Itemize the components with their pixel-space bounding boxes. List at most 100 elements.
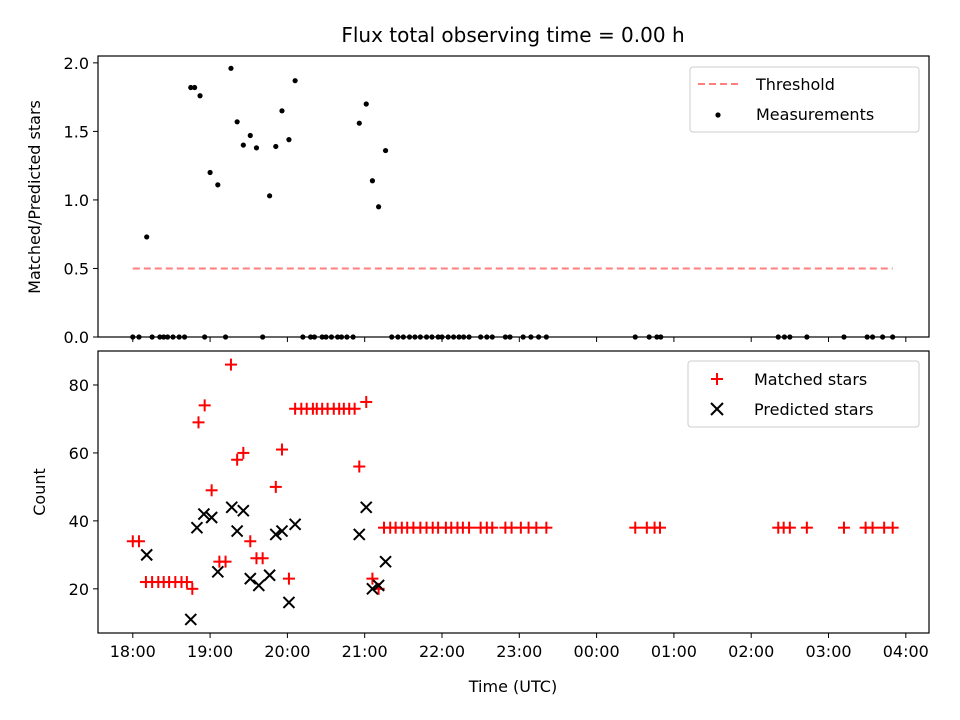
predicted-star-marker [282, 596, 296, 609]
matched-star-marker [282, 572, 295, 585]
matched-star-marker [269, 480, 282, 493]
predicted-star-marker [237, 504, 250, 517]
predicted-star-marker [140, 548, 153, 562]
matched-star-marker [348, 402, 361, 415]
matched-star-marker [237, 446, 250, 459]
predicted-star-marker [190, 521, 204, 534]
bottom-x-tick-label: 20:00 [264, 642, 310, 661]
ratio-panel: 0.00.51.01.52.0 Matched/Predicted stars … [25, 54, 930, 347]
bottom-x-tick-label: 00:00 [574, 642, 620, 661]
measurement-point [273, 143, 279, 150]
measurement-point [363, 101, 369, 107]
matched-star-marker [198, 399, 211, 412]
matched-star-marker [353, 460, 366, 473]
matched-star-marker [866, 521, 879, 534]
matched-star-marker [186, 582, 199, 595]
bottom-x-axis-label: Time (UTC) [468, 677, 557, 696]
measurement-point [382, 147, 389, 154]
matched-star-marker [360, 395, 373, 408]
top-y-tick-label: 0.0 [64, 328, 89, 347]
measurement-point [215, 182, 221, 188]
bottom-x-tick-label: 18:00 [110, 642, 156, 661]
bottom-y-tick-label: 40 [69, 512, 89, 531]
legend-matched-swatch [711, 373, 723, 385]
bottom-x-tick-label: 23:00 [496, 642, 542, 661]
matched-star-marker [219, 555, 232, 568]
legend-matched-label: Matched stars [754, 370, 867, 389]
matched-star-marker [244, 535, 257, 548]
predicted-star-marker [252, 579, 265, 592]
matched-star-marker [653, 521, 666, 534]
legend-measurements-label: Measurements [756, 105, 874, 124]
measurement-point [144, 234, 150, 240]
matched-star-marker [463, 521, 476, 534]
measurement-point [192, 84, 198, 91]
bottom-legend-box [687, 360, 920, 428]
bottom-y-tick-label: 80 [69, 376, 89, 395]
matched-star-marker [540, 521, 553, 534]
measurement-point [253, 145, 260, 151]
top-y-tick-label: 1.0 [64, 191, 89, 210]
predicted-star-marker [275, 524, 289, 538]
measurement-point [240, 142, 246, 148]
predicted-star-marker [269, 528, 283, 541]
top-y-axis-label: Matched/Predicted stars [25, 100, 44, 294]
measurement-point [267, 193, 273, 199]
bottom-x-tick-label: 01:00 [651, 642, 697, 661]
bottom-y-tick-label: 20 [69, 580, 89, 599]
bottom-x-tick-label: 02:00 [728, 642, 774, 661]
matched-star-marker [180, 576, 193, 589]
measurement-point [376, 204, 382, 210]
predicted-star-marker [366, 582, 379, 596]
bottom-y-tick-label: 60 [69, 444, 89, 463]
bottom-x-ticks: 18:00 19:00 20:00 21:00 22:00 23:00 00:00 01:00… [110, 633, 929, 661]
measurement-point [228, 65, 234, 71]
matched-star-marker [530, 521, 543, 534]
measurement-point [207, 169, 213, 176]
bottom-axes-frame [97, 350, 930, 634]
ratio-plot-area [130, 65, 896, 340]
matched-star-marker [800, 521, 813, 534]
predicted-star-marker [372, 579, 385, 592]
predicted-star-marker [197, 507, 211, 521]
matched-star-marker [132, 535, 145, 548]
matched-star-marker [837, 521, 850, 534]
matched-star-marker [275, 443, 288, 456]
measurement-point [247, 132, 253, 139]
bottom-x-tick-label: 04:00 [883, 642, 929, 661]
matched-star-marker [366, 572, 379, 585]
bottom-y-axis-label: Count [30, 468, 49, 516]
measurement-point [292, 78, 298, 84]
predicted-star-marker [353, 528, 366, 541]
measurement-point [369, 178, 376, 184]
count-panel: 20 40 60 80 18:00 19:00 20:00 21:00 22:00 23:00 0… [30, 350, 930, 696]
legend-measurements-swatch [715, 112, 721, 118]
predicted-star-marker [205, 511, 218, 524]
top-y-tick-label: 2.0 [64, 54, 89, 73]
measurement-point [197, 93, 203, 99]
predicted-star-marker [230, 524, 244, 538]
predicted-star-marker [263, 569, 276, 582]
measurement-point [188, 84, 194, 91]
matched-star-marker [205, 484, 218, 497]
predicted-star-marker [379, 555, 392, 568]
chart-title: Flux total observing time = 0.00 h [341, 23, 684, 47]
predicted-star-marker [184, 613, 197, 626]
bottom-x-tick-label: 22:00 [419, 642, 465, 661]
measurement-point [356, 120, 362, 126]
matched-star-marker [231, 453, 244, 466]
predicted-star-marker [211, 565, 225, 579]
predicted-star-marker [360, 501, 373, 514]
predicted-star-marker [244, 572, 257, 585]
matched-star-marker [256, 552, 269, 565]
measurement-point [234, 119, 240, 125]
bottom-x-tick-label: 19:00 [187, 642, 233, 661]
count-plot-area [126, 358, 899, 626]
matched-star-marker [783, 521, 796, 534]
predicted-star-marker [225, 501, 238, 514]
measurement-point [279, 108, 285, 114]
legend-predicted-swatch [710, 402, 724, 416]
matched-star-marker [224, 358, 237, 371]
matched-star-marker [886, 521, 899, 534]
predicted-star-marker [288, 518, 302, 531]
